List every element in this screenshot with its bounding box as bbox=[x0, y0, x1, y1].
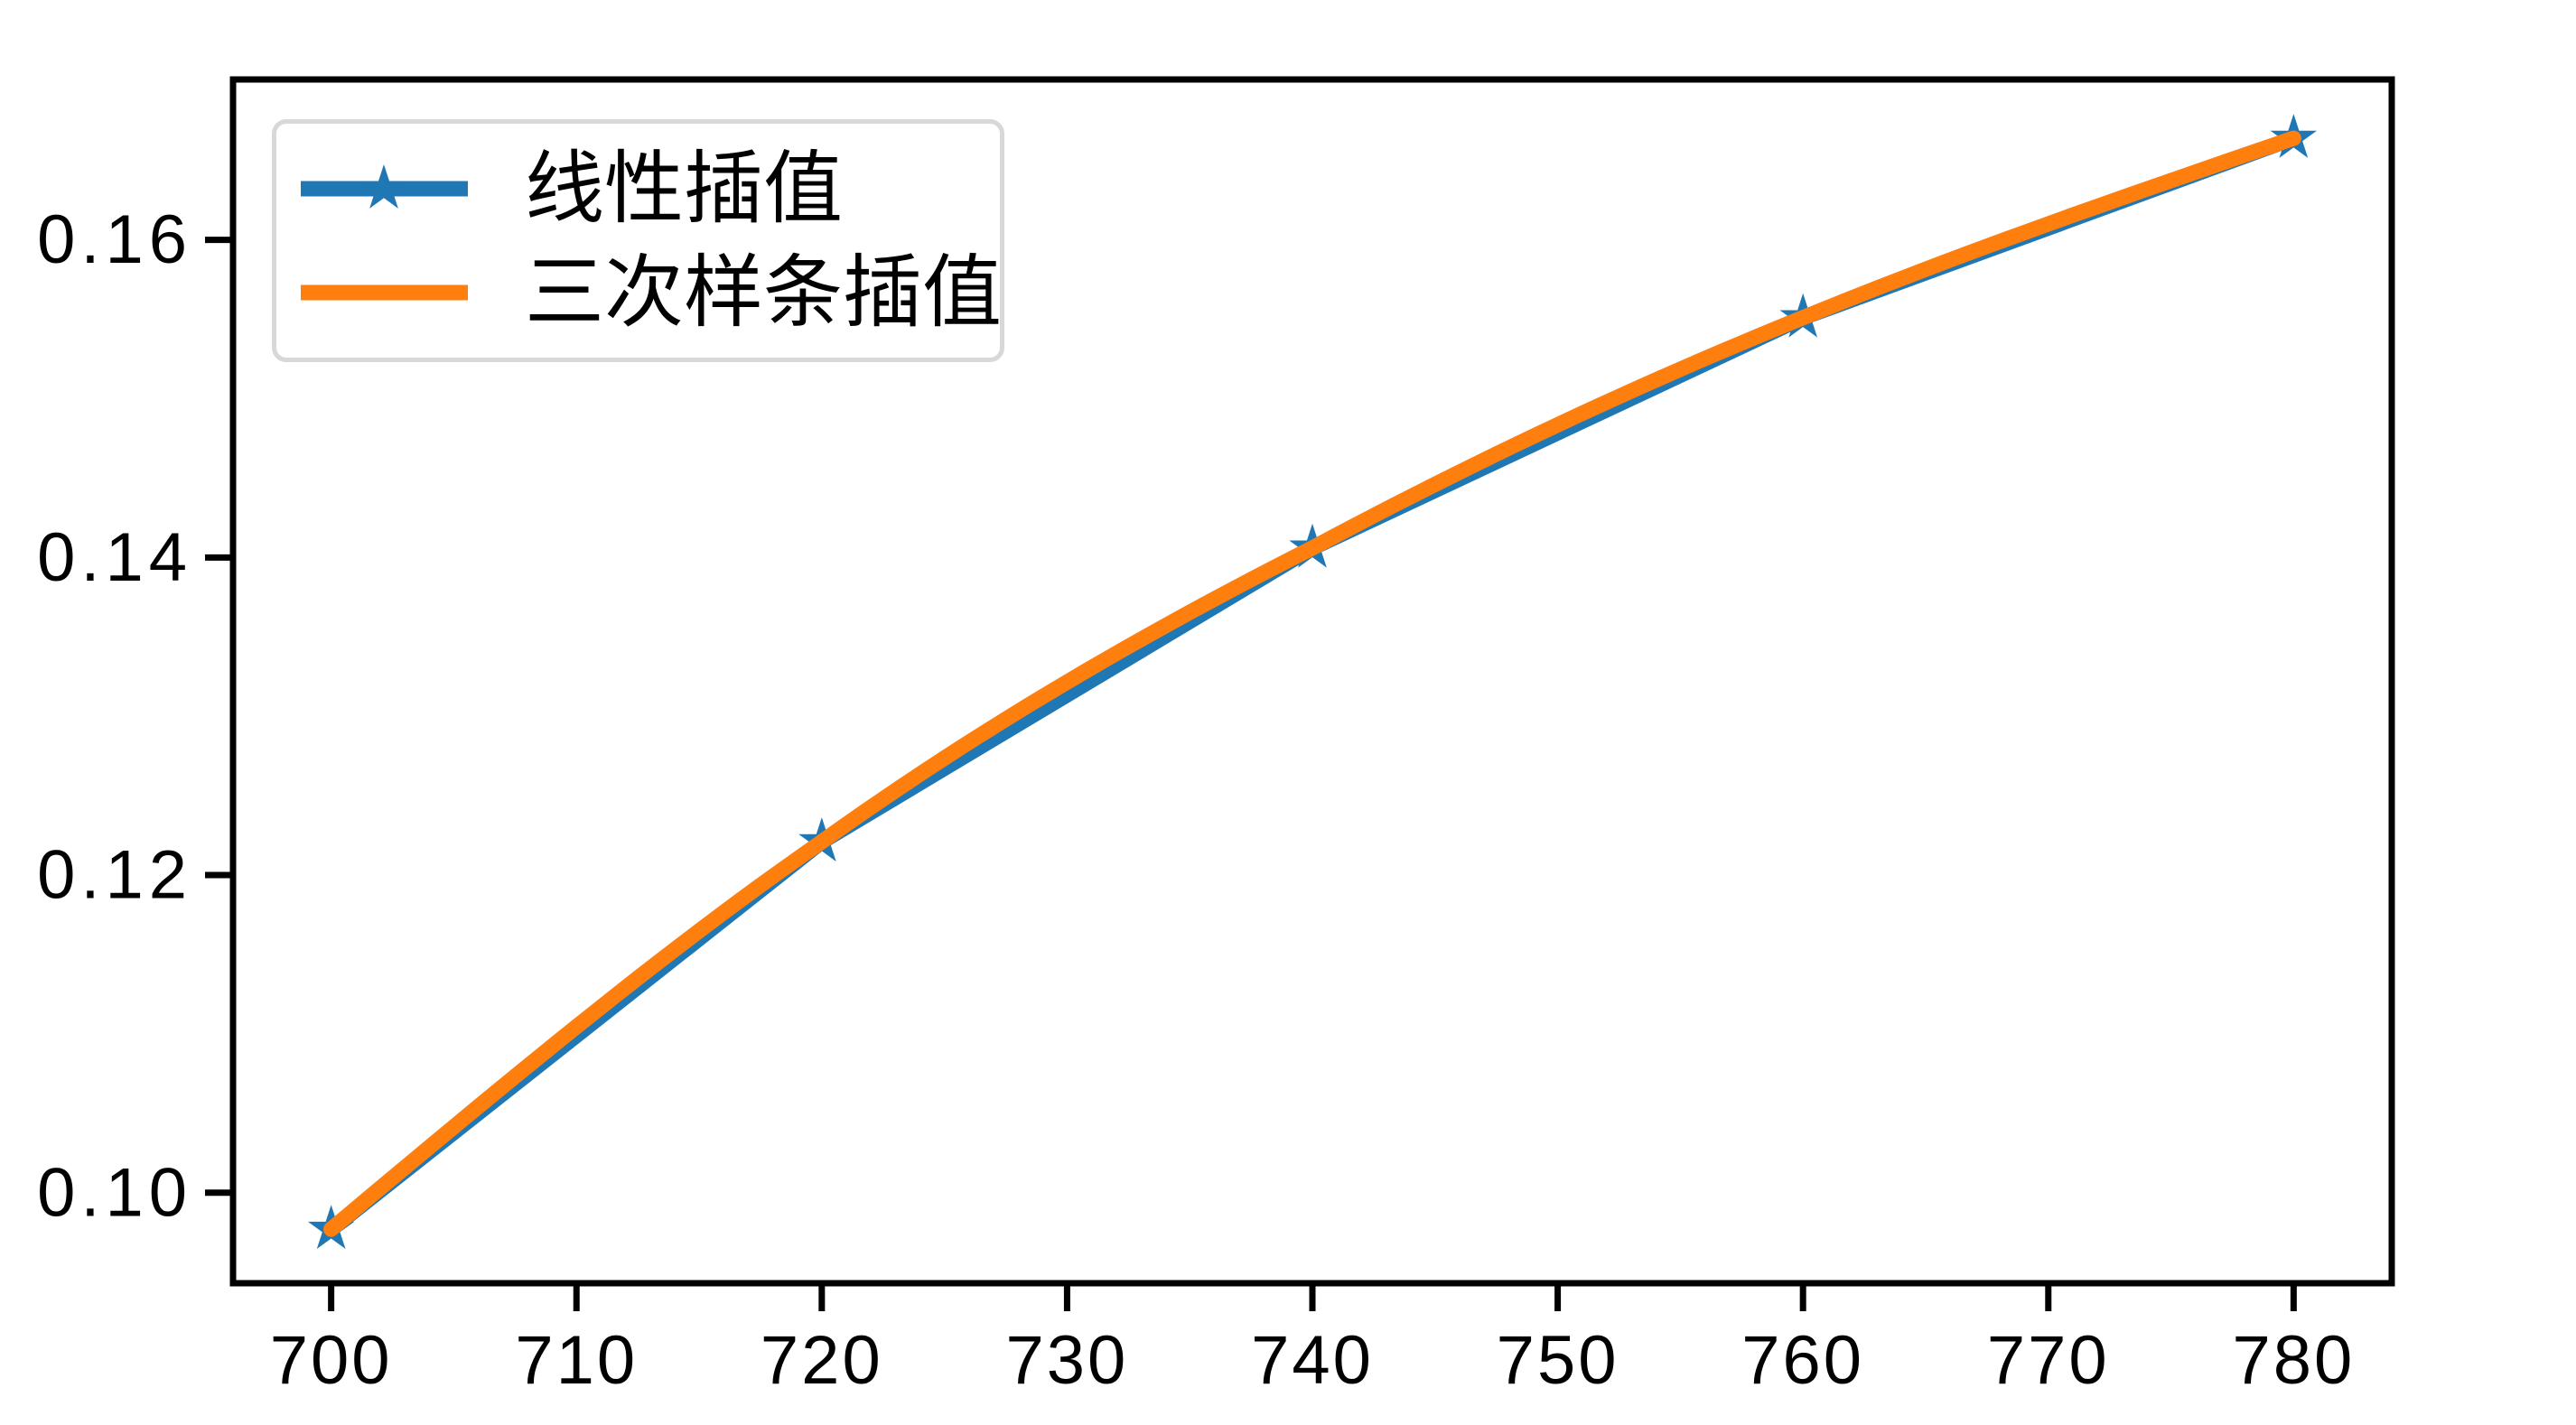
legend: 线性插值 三次样条插值 bbox=[272, 119, 1004, 362]
x-tick-label: 720 bbox=[761, 1322, 883, 1399]
x-tick-label: 780 bbox=[2232, 1322, 2355, 1399]
y-tick-label: 0.14 bbox=[37, 519, 192, 596]
x-tick-label: 750 bbox=[1497, 1322, 1619, 1399]
series-cubic-spline-line bbox=[323, 130, 2301, 1237]
x-tick-label: 740 bbox=[1251, 1322, 1374, 1399]
legend-star-marker bbox=[360, 163, 407, 209]
legend-sample-linear-icon bbox=[301, 163, 468, 209]
x-tick-label: 700 bbox=[270, 1322, 393, 1399]
y-tick-label: 0.16 bbox=[37, 201, 192, 278]
legend-label-linear: 线性插值 bbox=[525, 143, 844, 233]
y-tick-label: 0.12 bbox=[37, 837, 192, 914]
x-axis: 700 710 720 730 740 750 760 770 780 bbox=[270, 1283, 2355, 1399]
y-tick-label: 0.10 bbox=[37, 1154, 192, 1231]
x-tick-label: 760 bbox=[1741, 1322, 1864, 1399]
legend-item-cubic-spline: 三次样条插值 bbox=[301, 243, 1003, 342]
legend-sample-cubic-spline-icon bbox=[301, 284, 468, 301]
x-tick-label: 770 bbox=[1987, 1322, 2110, 1399]
y-axis: 0.10 0.12 0.14 0.16 bbox=[37, 201, 233, 1231]
legend-label-cubic-spline: 三次样条插值 bbox=[525, 247, 1003, 338]
x-tick-label: 710 bbox=[515, 1322, 638, 1399]
legend-item-linear: 线性插值 bbox=[301, 139, 1000, 238]
x-tick-label: 730 bbox=[1006, 1322, 1129, 1399]
